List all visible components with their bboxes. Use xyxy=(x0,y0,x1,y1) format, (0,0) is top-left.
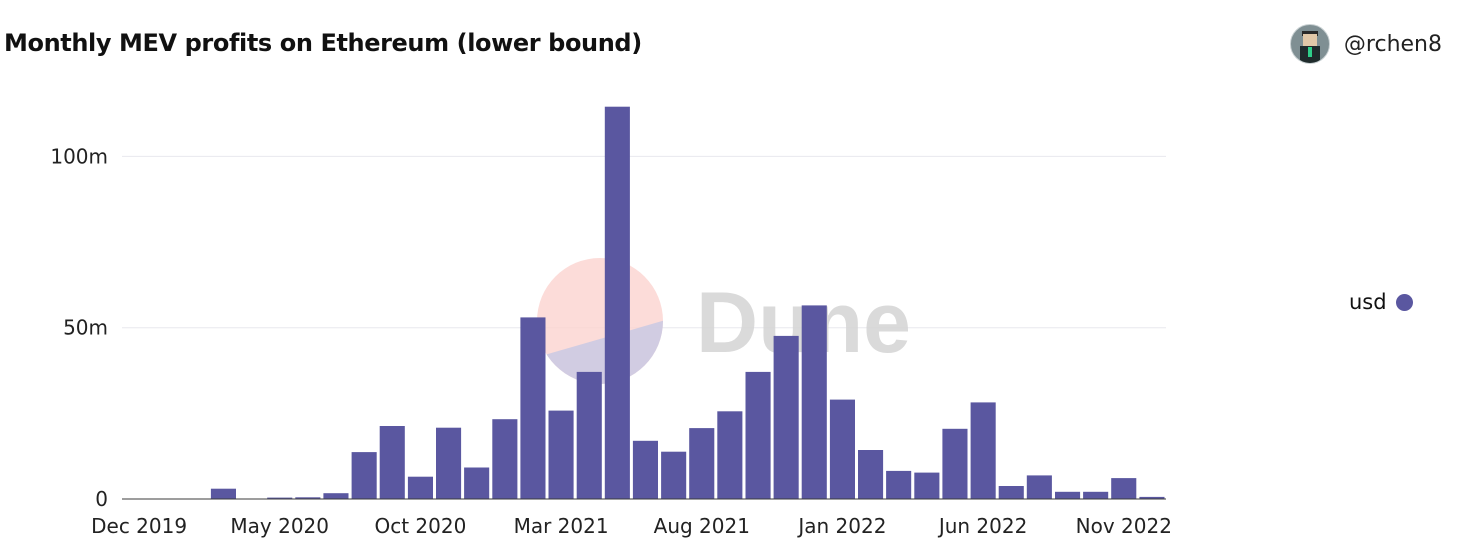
x-axis-ticks: Dec 2019 May 2020 Oct 2020 Mar 2021 Aug 2021… xyxy=(91,514,1172,538)
bar-may-2022[interactable] xyxy=(942,428,968,499)
user-avatar-icon[interactable] xyxy=(1289,24,1330,64)
bar-may-2021[interactable] xyxy=(604,106,630,499)
bar-apr-2021[interactable] xyxy=(576,371,602,499)
y-tick-label: 50m xyxy=(63,316,108,340)
author-badge[interactable]: @rchen8 xyxy=(1289,24,1442,64)
bar-mar-2021[interactable] xyxy=(548,410,574,499)
x-tick-label: Jan 2022 xyxy=(796,514,886,538)
bar-jan-2022[interactable] xyxy=(829,399,855,499)
bar-jan-2021[interactable] xyxy=(492,419,518,499)
x-tick-label: Nov 2022 xyxy=(1076,514,1172,538)
bars xyxy=(210,106,1165,500)
circle-marker-icon xyxy=(1395,293,1413,311)
x-tick-label: Jun 2022 xyxy=(937,514,1028,538)
chart-title: Monthly MEV profits on Ethereum (lower b… xyxy=(4,29,642,57)
bar-sep-2021[interactable] xyxy=(717,411,743,499)
bar-mar-2020[interactable] xyxy=(210,488,236,499)
bar-nov-2022[interactable] xyxy=(1111,478,1137,499)
bar-jun-2022[interactable] xyxy=(970,402,996,499)
bar-dec-2020[interactable] xyxy=(464,467,490,500)
bar-jul-2022[interactable] xyxy=(998,486,1024,499)
x-tick-label: May 2020 xyxy=(230,514,329,538)
x-tick-label: Dec 2019 xyxy=(91,514,187,538)
legend[interactable]: usd xyxy=(1349,290,1413,314)
bar-jul-2021[interactable] xyxy=(661,451,687,499)
bar-sep-2020[interactable] xyxy=(379,426,405,499)
bar-jun-2020[interactable] xyxy=(295,497,321,499)
bar-dec-2022[interactable] xyxy=(1139,496,1165,499)
bar-aug-2021[interactable] xyxy=(689,428,715,499)
bar-aug-2020[interactable] xyxy=(351,452,377,499)
x-tick-label: Oct 2020 xyxy=(374,514,466,538)
bar-dec-2021[interactable] xyxy=(801,305,827,499)
bar-oct-2022[interactable] xyxy=(1083,491,1109,499)
bar-jul-2020[interactable] xyxy=(323,493,349,499)
x-tick-label: Mar 2021 xyxy=(514,514,609,538)
bar-sep-2022[interactable] xyxy=(1055,491,1081,499)
author-name[interactable]: @rchen8 xyxy=(1343,31,1442,57)
legend-label-usd: usd xyxy=(1349,290,1387,314)
bar-mar-2022[interactable] xyxy=(886,470,912,499)
bar-oct-2021[interactable] xyxy=(745,371,771,499)
y-tick-label: 0 xyxy=(95,487,108,511)
y-tick-label: 100m xyxy=(50,144,108,168)
bar-nov-2020[interactable] xyxy=(436,427,462,499)
bar-apr-2022[interactable] xyxy=(914,472,940,499)
x-tick-label: Aug 2021 xyxy=(654,514,750,538)
bar-feb-2021[interactable] xyxy=(520,317,546,499)
bar-may-2020[interactable] xyxy=(267,497,293,499)
bar-feb-2022[interactable] xyxy=(858,450,884,499)
bar-nov-2021[interactable] xyxy=(773,335,799,499)
bar-aug-2022[interactable] xyxy=(1026,475,1052,499)
bar-oct-2020[interactable] xyxy=(407,476,433,499)
bar-jun-2021[interactable] xyxy=(632,440,658,499)
y-axis-ticks: 0 50m 100m xyxy=(50,144,108,511)
